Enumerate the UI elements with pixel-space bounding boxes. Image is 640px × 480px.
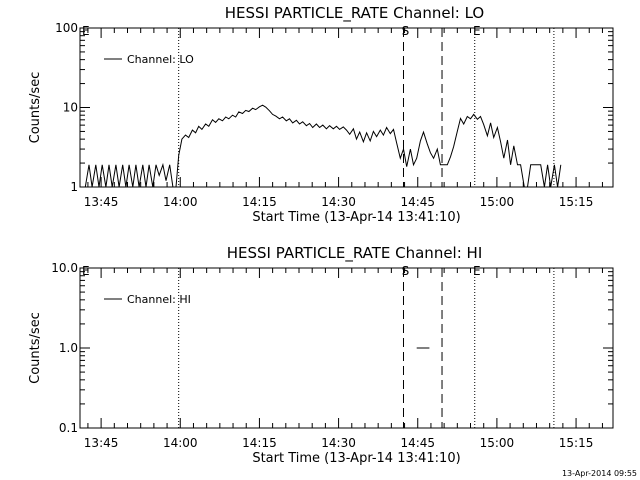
- x-tick-label: 14:45: [400, 195, 435, 209]
- x-tick-label: 14:15: [242, 195, 277, 209]
- chart-title: HESSI PARTICLE_RATE Channel: HI: [227, 244, 483, 263]
- x-tick-label: 14:30: [321, 195, 356, 209]
- y-tick-label: 1.0: [59, 341, 78, 355]
- x-tick-label: 13:45: [84, 436, 119, 450]
- x-tick-label: 14:15: [242, 436, 277, 450]
- x-tick-label: 14:45: [400, 436, 435, 450]
- x-tick-label: 14:30: [321, 436, 356, 450]
- marker-label: E: [473, 24, 481, 38]
- marker-label: E: [82, 24, 90, 38]
- x-tick-label: 13:45: [84, 195, 119, 209]
- y-tick-label: 1: [70, 180, 78, 194]
- marker-label: S: [402, 24, 410, 38]
- marker-label: S: [402, 264, 410, 278]
- legend-label: Channel: LO: [127, 53, 194, 66]
- x-tick-label: 15:00: [480, 436, 515, 450]
- marker-label: E: [82, 264, 90, 278]
- x-tick-label: 15:00: [480, 195, 515, 209]
- x-tick-label: 15:15: [559, 436, 594, 450]
- x-tick-label: 14:00: [163, 195, 198, 209]
- x-axis-label: Start Time (13-Apr-14 13:41:10): [252, 210, 460, 225]
- marker-label: E: [473, 264, 481, 278]
- x-axis-label: Start Time (13-Apr-14 13:41:10): [252, 451, 460, 466]
- x-tick-label: 15:15: [559, 195, 594, 209]
- series-line: [84, 104, 562, 188]
- chart-panel-1: HESSI PARTICLE_RATE Channel: HI 13:45 14:0…: [28, 244, 614, 466]
- plot-frame: [79, 267, 614, 429]
- plot-frame: [79, 27, 614, 188]
- y-tick-label: 10: [63, 101, 78, 115]
- y-axis-label: Counts/sec: [28, 72, 43, 144]
- footer-timestamp: 13-Apr-2014 09:55: [562, 469, 637, 478]
- legend-label: Channel: HI: [127, 293, 191, 306]
- x-tick-label: 14:00: [163, 436, 198, 450]
- chart-title: HESSI PARTICLE_RATE Channel: LO: [225, 4, 484, 23]
- y-tick-label: 0.1: [59, 421, 78, 435]
- y-axis-label: Counts/sec: [28, 312, 43, 384]
- y-tick-label: 100: [55, 21, 78, 35]
- y-tick-label: 10.0: [51, 261, 78, 275]
- chart-panel-0: HESSI PARTICLE_RATE Channel: LO 13:45 14:0…: [28, 4, 614, 225]
